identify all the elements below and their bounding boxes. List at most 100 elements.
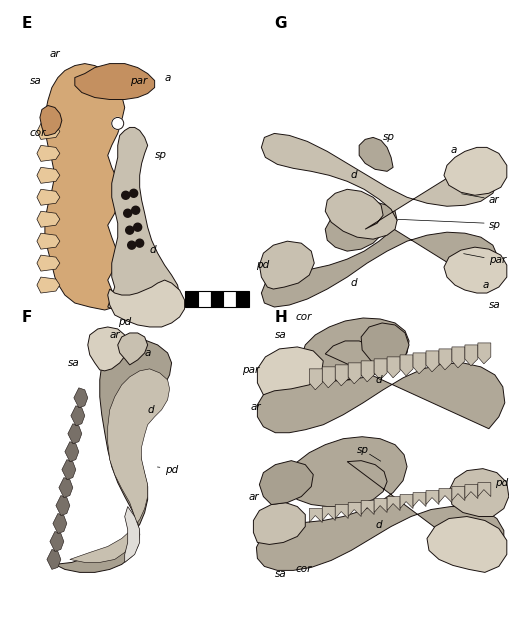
- Text: G: G: [274, 16, 286, 31]
- Polygon shape: [425, 351, 438, 372]
- Polygon shape: [37, 189, 60, 205]
- Circle shape: [131, 206, 139, 214]
- Polygon shape: [37, 277, 60, 293]
- Circle shape: [129, 189, 137, 198]
- Polygon shape: [37, 168, 60, 183]
- Polygon shape: [451, 347, 464, 368]
- Polygon shape: [70, 369, 169, 562]
- Polygon shape: [253, 503, 305, 544]
- Text: cor: cor: [295, 312, 311, 322]
- Polygon shape: [37, 233, 60, 249]
- Polygon shape: [477, 343, 490, 364]
- Bar: [236, 291, 249, 307]
- Polygon shape: [308, 509, 322, 522]
- Text: par: par: [129, 76, 147, 86]
- Circle shape: [135, 239, 144, 247]
- Polygon shape: [399, 355, 412, 376]
- Polygon shape: [360, 361, 374, 382]
- Polygon shape: [37, 211, 60, 227]
- Text: cor: cor: [295, 564, 311, 574]
- Text: a: a: [450, 146, 456, 156]
- Text: pd: pd: [164, 464, 178, 474]
- Text: sp: sp: [356, 444, 369, 454]
- Text: sa: sa: [275, 569, 287, 579]
- Text: cor: cor: [30, 128, 46, 138]
- Polygon shape: [448, 469, 508, 516]
- Polygon shape: [308, 369, 322, 390]
- Polygon shape: [125, 506, 139, 562]
- Polygon shape: [322, 367, 334, 388]
- Polygon shape: [386, 357, 399, 378]
- Polygon shape: [257, 347, 323, 395]
- Polygon shape: [37, 124, 60, 139]
- Text: a: a: [145, 348, 151, 358]
- Text: par: par: [242, 365, 259, 375]
- Polygon shape: [107, 280, 184, 327]
- Text: ar: ar: [248, 492, 259, 502]
- Text: H: H: [274, 310, 287, 325]
- Polygon shape: [37, 255, 60, 271]
- Polygon shape: [386, 497, 399, 511]
- Circle shape: [122, 191, 129, 199]
- Polygon shape: [50, 531, 64, 551]
- Circle shape: [111, 118, 124, 129]
- Polygon shape: [412, 492, 425, 506]
- Text: sp: sp: [382, 132, 394, 142]
- Polygon shape: [59, 478, 73, 498]
- Polygon shape: [74, 388, 88, 408]
- Text: d: d: [375, 519, 382, 529]
- Text: ar: ar: [488, 195, 498, 205]
- Polygon shape: [88, 327, 127, 371]
- Bar: [184, 291, 197, 307]
- Polygon shape: [443, 247, 506, 293]
- Text: F: F: [22, 310, 32, 325]
- Text: sp: sp: [488, 220, 500, 230]
- Circle shape: [133, 223, 142, 231]
- Polygon shape: [360, 323, 408, 367]
- Bar: [210, 291, 223, 307]
- Text: sp: sp: [154, 151, 166, 161]
- Text: pd: pd: [256, 260, 269, 270]
- Text: ar: ar: [50, 49, 61, 59]
- Polygon shape: [348, 363, 360, 384]
- Polygon shape: [118, 333, 148, 365]
- Text: d: d: [149, 245, 156, 255]
- Text: pd: pd: [494, 478, 507, 488]
- Polygon shape: [399, 494, 412, 509]
- Text: d: d: [375, 375, 382, 385]
- Polygon shape: [40, 106, 62, 136]
- Polygon shape: [322, 506, 334, 521]
- Polygon shape: [259, 241, 314, 289]
- Polygon shape: [425, 491, 438, 504]
- Text: pd: pd: [118, 317, 131, 327]
- Polygon shape: [107, 127, 179, 315]
- Polygon shape: [45, 64, 125, 310]
- Text: d: d: [350, 278, 357, 288]
- Text: d: d: [148, 405, 154, 415]
- Polygon shape: [261, 201, 498, 307]
- Polygon shape: [56, 496, 70, 516]
- Polygon shape: [374, 359, 386, 380]
- Polygon shape: [443, 148, 506, 195]
- Polygon shape: [256, 437, 503, 571]
- Bar: [223, 291, 236, 307]
- Circle shape: [124, 209, 131, 217]
- Text: par: par: [488, 255, 505, 265]
- Polygon shape: [75, 64, 154, 99]
- Text: sa: sa: [275, 330, 287, 340]
- Text: sa: sa: [68, 358, 79, 368]
- Polygon shape: [348, 503, 360, 516]
- Polygon shape: [412, 353, 425, 374]
- Text: a: a: [164, 72, 171, 82]
- Polygon shape: [55, 340, 171, 572]
- Circle shape: [127, 241, 135, 249]
- Polygon shape: [53, 514, 67, 534]
- Polygon shape: [438, 349, 451, 370]
- Text: ar: ar: [109, 330, 120, 340]
- Polygon shape: [360, 501, 374, 514]
- Text: E: E: [22, 16, 32, 31]
- Bar: [197, 291, 210, 307]
- Polygon shape: [37, 146, 60, 161]
- Polygon shape: [464, 345, 477, 366]
- Polygon shape: [438, 489, 451, 502]
